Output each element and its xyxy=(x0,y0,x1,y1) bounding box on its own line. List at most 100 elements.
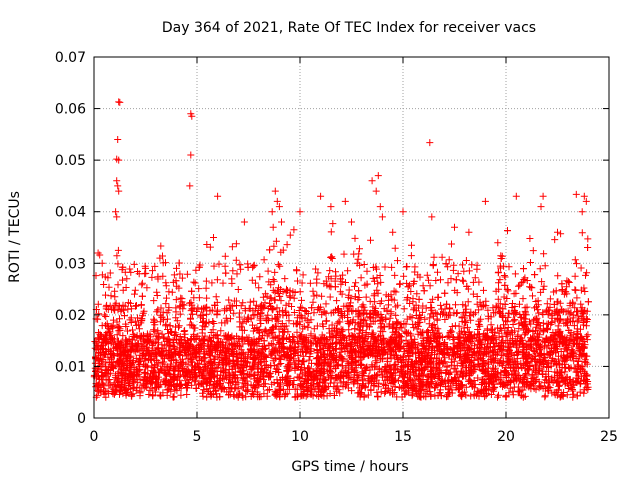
data-point xyxy=(446,329,454,336)
data-point xyxy=(162,259,169,267)
data-point xyxy=(350,250,358,258)
data-point xyxy=(192,266,200,274)
data-point xyxy=(114,246,122,254)
data-point xyxy=(536,265,544,273)
data-point xyxy=(122,336,130,344)
data-point xyxy=(324,347,332,354)
data-point xyxy=(251,305,259,313)
data-point xyxy=(173,264,180,272)
data-point xyxy=(526,235,534,242)
data-point xyxy=(98,357,105,365)
data-point xyxy=(503,318,511,326)
data-point xyxy=(356,245,363,253)
data-point xyxy=(450,261,458,269)
data-point xyxy=(567,335,575,343)
data-point xyxy=(578,229,586,237)
data-point xyxy=(188,355,196,363)
data-point xyxy=(123,275,131,283)
data-point xyxy=(268,208,276,216)
data-point xyxy=(569,314,577,322)
data-point xyxy=(447,327,455,335)
data-point xyxy=(195,294,203,302)
data-point xyxy=(397,333,405,341)
data-point xyxy=(124,305,132,313)
data-point xyxy=(573,318,581,326)
data-point xyxy=(391,244,399,252)
data-point xyxy=(413,345,421,353)
data-point xyxy=(289,333,297,340)
data-point xyxy=(203,310,211,318)
data-point xyxy=(570,322,578,330)
data-point xyxy=(177,391,185,399)
data-point xyxy=(484,326,491,334)
data-point xyxy=(150,297,158,305)
data-point xyxy=(388,344,396,352)
data-point xyxy=(239,319,247,327)
data-point xyxy=(236,309,244,317)
data-point xyxy=(497,264,505,272)
data-point xyxy=(225,296,233,304)
data-point xyxy=(510,290,518,298)
data-point xyxy=(363,267,371,275)
data-point xyxy=(203,294,211,302)
data-point xyxy=(306,279,314,287)
data-point xyxy=(282,301,290,309)
data-point xyxy=(105,283,113,291)
data-point xyxy=(95,310,103,318)
data-point xyxy=(381,389,389,397)
data-point xyxy=(438,253,446,261)
data-point xyxy=(535,309,543,317)
data-point xyxy=(281,275,289,283)
data-point xyxy=(402,263,410,271)
data-point xyxy=(374,383,382,391)
data-point xyxy=(153,292,161,299)
data-point xyxy=(392,288,400,296)
data-point xyxy=(407,252,415,260)
data-point xyxy=(230,309,238,317)
data-point xyxy=(264,311,272,319)
data-point xyxy=(417,387,424,395)
data-point xyxy=(173,282,181,290)
data-point xyxy=(360,261,368,268)
data-point xyxy=(323,281,331,289)
data-point xyxy=(444,263,452,271)
data-point xyxy=(310,292,318,300)
data-point xyxy=(305,356,313,364)
data-point xyxy=(119,276,126,284)
data-point xyxy=(327,309,335,317)
data-point xyxy=(522,370,530,377)
data-point xyxy=(482,391,490,399)
data-point xyxy=(409,298,417,306)
data-point xyxy=(437,276,444,284)
data-point xyxy=(165,304,173,312)
data-point xyxy=(527,259,534,266)
data-point xyxy=(238,383,246,391)
data-point xyxy=(130,260,138,268)
data-point xyxy=(377,324,385,332)
data-point xyxy=(445,256,453,264)
data-point xyxy=(429,295,437,303)
data-point xyxy=(408,392,416,400)
data-point xyxy=(146,356,154,363)
data-point xyxy=(179,343,187,351)
data-point xyxy=(102,291,109,299)
data-point xyxy=(407,288,415,295)
data-point xyxy=(509,364,517,372)
data-point xyxy=(571,272,579,280)
data-point xyxy=(394,377,402,384)
data-point xyxy=(377,278,385,286)
data-point xyxy=(494,269,502,277)
data-point xyxy=(373,286,381,294)
data-point xyxy=(448,328,456,336)
data-point xyxy=(222,269,230,277)
data-point xyxy=(335,329,343,337)
data-point xyxy=(164,326,171,333)
data-point xyxy=(250,262,258,270)
data-point xyxy=(364,391,372,399)
data-point xyxy=(474,374,482,382)
data-point xyxy=(248,390,256,398)
data-point xyxy=(511,270,519,278)
data-point xyxy=(571,286,579,294)
data-point xyxy=(125,335,133,343)
data-point xyxy=(391,271,399,279)
